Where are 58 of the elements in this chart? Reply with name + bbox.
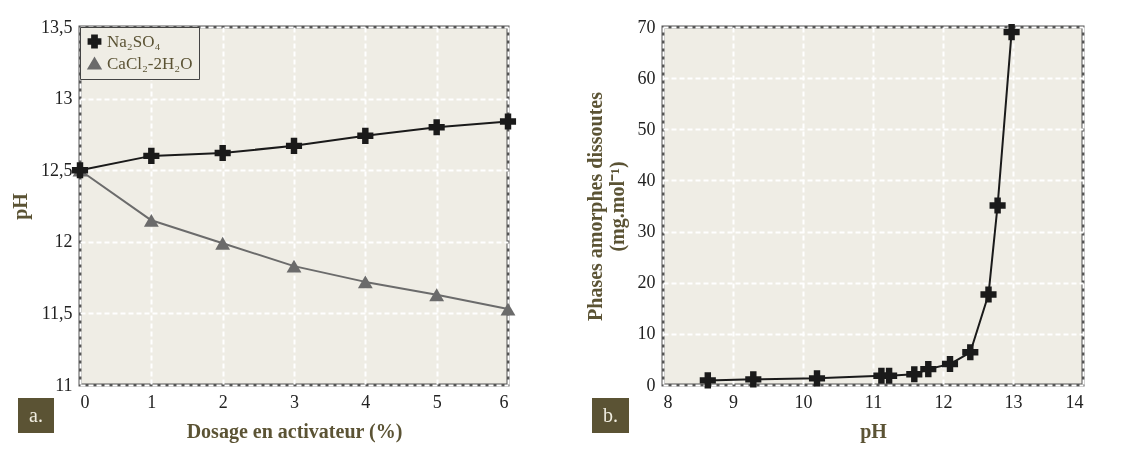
y-tick-label: 30	[637, 221, 656, 242]
x-tick-label: 8	[663, 391, 673, 412]
point	[1003, 24, 1020, 41]
y-axis-title: Phases amorphes dissoutes (mg.mol⁻¹)	[583, 91, 629, 321]
x-tick-label: 11	[864, 391, 883, 412]
point	[980, 286, 997, 303]
y-tick-label: 11	[55, 374, 73, 395]
y-tick-label: 10	[637, 323, 656, 344]
y-axis-title: pH	[9, 192, 32, 220]
x-axis-title: Dosage en activateur (%)	[186, 419, 403, 443]
text: b.	[592, 398, 629, 433]
point	[745, 371, 762, 388]
point	[143, 147, 160, 164]
point	[989, 197, 1006, 214]
point	[699, 372, 716, 389]
y-tick-label: 20	[637, 272, 656, 293]
legend-label: CaCl₂-2H₂O	[107, 53, 193, 73]
point	[428, 119, 445, 136]
y-tick-label: 12,5	[41, 159, 73, 180]
x-tick-label: 2	[218, 391, 228, 412]
point	[285, 137, 303, 154]
point	[906, 366, 923, 383]
point	[920, 361, 937, 378]
legend-label: Na₂SO₄	[107, 31, 161, 51]
x-tick-label: 3	[290, 391, 299, 412]
point	[215, 236, 231, 250]
point	[429, 288, 445, 302]
y-tick-label: 11,5	[41, 302, 73, 323]
point	[941, 355, 959, 373]
x-tick-label: 6	[499, 391, 509, 412]
y-tick-label: 13	[54, 88, 73, 109]
x-tick-label: 0	[80, 391, 90, 412]
y-tick-label: 60	[637, 67, 656, 88]
y-tick-label: 13,5	[41, 16, 73, 37]
x-tick-label: 10	[794, 391, 813, 412]
y-tick-label: 12	[54, 231, 73, 252]
point	[962, 344, 979, 361]
point	[214, 144, 231, 162]
y-tick-label: 40	[637, 169, 656, 190]
point	[808, 370, 826, 387]
x-tick-label: 14	[1065, 391, 1084, 412]
point	[500, 302, 516, 316]
x-axis-title: pH	[860, 419, 888, 443]
x-tick-label: 12	[934, 391, 953, 412]
point	[357, 127, 374, 144]
x-tick-label: 5	[432, 391, 442, 412]
point	[143, 213, 159, 227]
x-tick-label: 9	[729, 391, 738, 412]
y-tick-label: 50	[637, 118, 656, 139]
x-tick-label: 13	[1004, 391, 1023, 412]
point	[286, 259, 302, 273]
x-tick-label: 1	[147, 391, 157, 412]
point	[499, 113, 517, 130]
x-tick-label: 4	[361, 391, 371, 412]
text: a.	[18, 398, 54, 433]
y-tick-label: 0	[646, 374, 656, 395]
point	[357, 275, 373, 289]
y-tick-label: 70	[637, 16, 656, 37]
